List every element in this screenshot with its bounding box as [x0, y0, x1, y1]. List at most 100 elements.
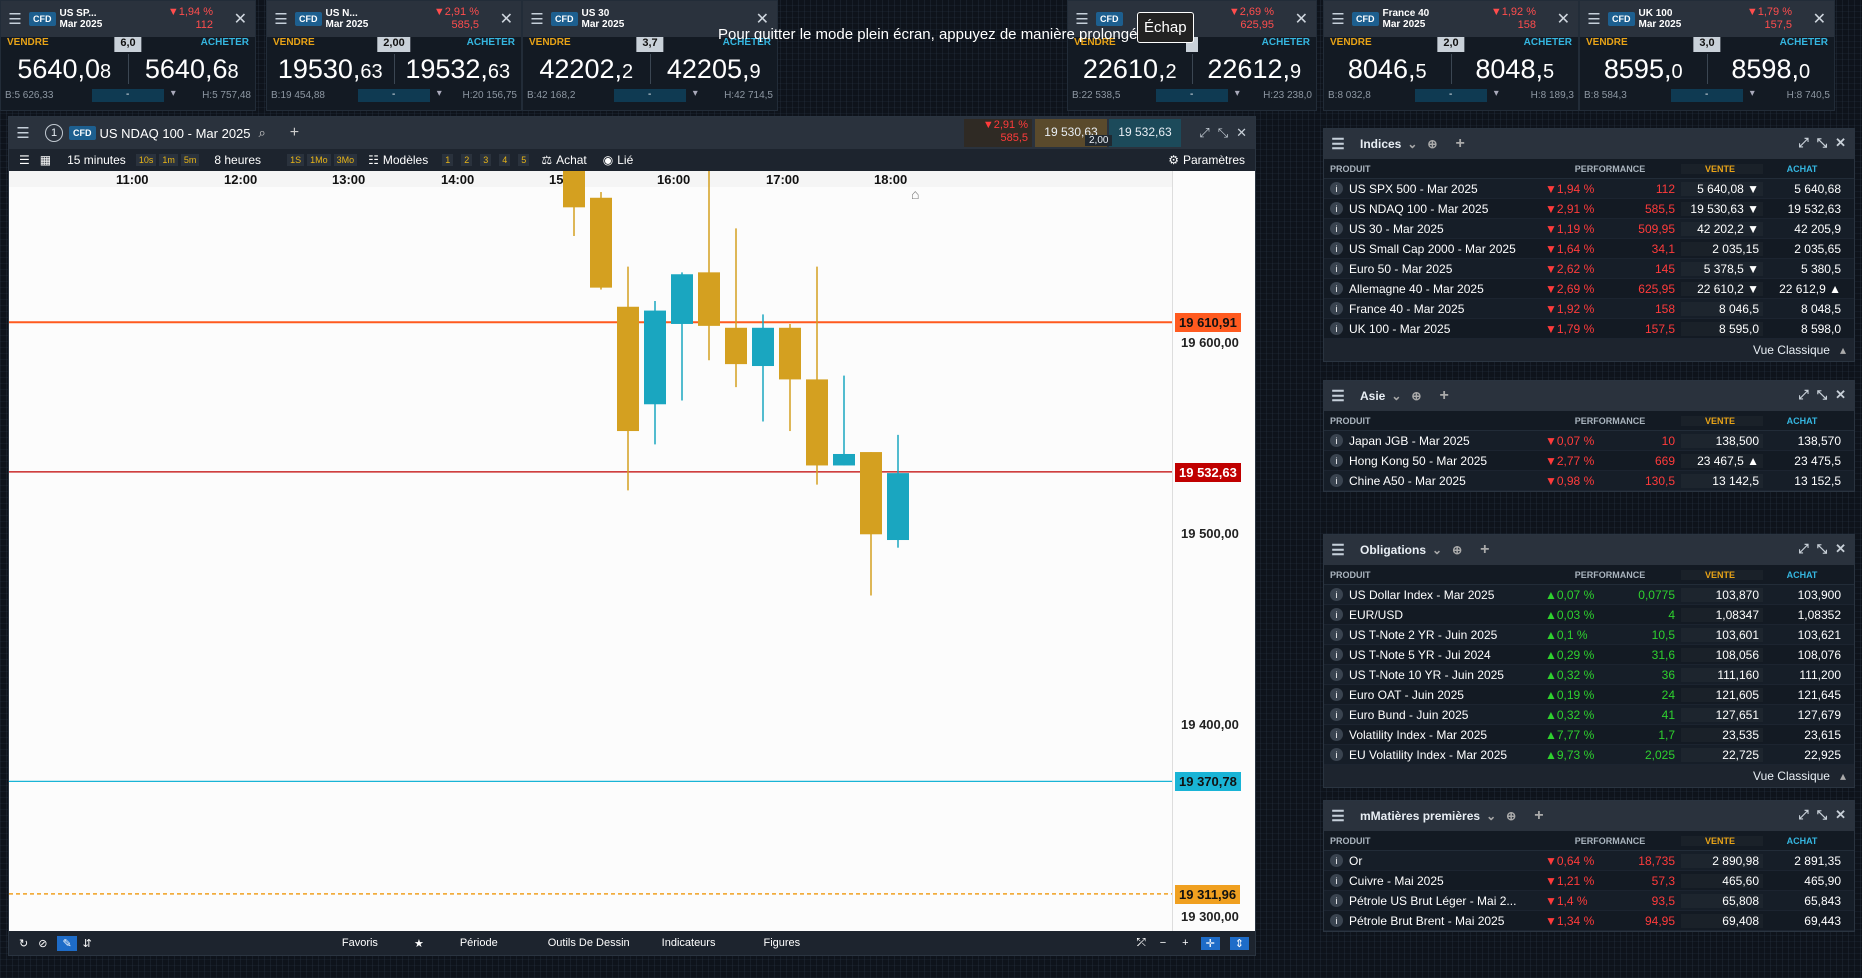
buy-price[interactable]: 111,200	[1799, 667, 1841, 682]
info-icon[interactable]: i	[1330, 854, 1343, 867]
list-item[interactable]: i US 30 - Mar 2025 ▼1,19 % 509,95 42 202,…	[1324, 219, 1854, 239]
menu-icon[interactable]: ☰	[1331, 136, 1345, 153]
close-icon[interactable]: ✕	[1835, 541, 1846, 556]
info-icon[interactable]: i	[1330, 222, 1343, 235]
panel-title[interactable]: mMatières premières	[1360, 809, 1481, 823]
menu-icon[interactable]: ☰	[1331, 808, 1345, 825]
sell-price[interactable]: 22,725	[1681, 748, 1763, 762]
list-item[interactable]: i Euro Bund - Juin 2025 ▲0,32 % 41 127,65…	[1324, 705, 1854, 725]
buy-price[interactable]: 465,90	[1804, 873, 1841, 888]
pencil-icon[interactable]: ✎	[57, 935, 77, 951]
close-icon[interactable]: ✕	[499, 11, 513, 28]
eye-icon[interactable]: ◉	[602, 153, 614, 167]
figures-button[interactable]: Figures	[763, 937, 801, 949]
buy-price[interactable]: 2 035,65	[1794, 241, 1841, 256]
buy-price[interactable]: 8048,5	[1475, 53, 1555, 84]
refresh-icon[interactable]: ↻	[19, 937, 29, 950]
list-item[interactable]: i Volatility Index - Mar 2025 ▲7,77 % 1,7…	[1324, 725, 1854, 745]
price-line-tag[interactable]: 19 311,96	[1175, 884, 1241, 904]
panel-title[interactable]: Obligations	[1360, 543, 1426, 557]
buy-price[interactable]: 121,645	[1797, 687, 1841, 702]
buy-price[interactable]: 8598,0	[1731, 53, 1811, 84]
classic-view-button[interactable]: Vue Classique	[1753, 343, 1830, 357]
list-item[interactable]: i EU Volatility Index - Mar 2025 ▲9,73 % …	[1324, 745, 1854, 765]
sell-price[interactable]: 42202,2	[539, 53, 634, 84]
info-icon[interactable]: i	[1330, 894, 1343, 907]
panel-title[interactable]: Asie	[1360, 389, 1386, 403]
close-icon[interactable]: ✕	[1835, 807, 1846, 822]
period-button[interactable]: Période	[459, 937, 498, 949]
buy-price[interactable]: 22 612,9 ▲	[1779, 281, 1841, 296]
favorites-button[interactable]: Favoris	[341, 937, 378, 949]
info-icon[interactable]: i	[1330, 628, 1343, 641]
menu-icon[interactable]: ☰	[274, 11, 288, 28]
indicators-button[interactable]: Indicateurs	[661, 937, 716, 949]
expand-icon[interactable]: ⤡	[1816, 387, 1828, 402]
close-icon[interactable]: ✕	[1294, 11, 1308, 28]
buy-price[interactable]: 13 152,5	[1794, 473, 1841, 488]
info-icon[interactable]: i	[1330, 302, 1343, 315]
grid-icon[interactable]: ▦	[39, 153, 52, 167]
chevron-down-icon[interactable]: ⌄	[1391, 389, 1402, 403]
menu-icon[interactable]: ☰	[530, 11, 544, 28]
sell-price[interactable]: 103,870	[1681, 588, 1763, 602]
info-icon[interactable]: i	[1330, 282, 1343, 295]
zoom-out-icon[interactable]: −	[1159, 937, 1167, 949]
add-icon[interactable]: +	[289, 124, 300, 141]
expand-icon[interactable]: ⤡	[1816, 135, 1828, 150]
info-icon[interactable]: i	[1330, 748, 1343, 761]
settings-icon[interactable]: ⚙	[1168, 153, 1179, 167]
info-icon[interactable]: i	[1330, 874, 1343, 887]
zoom-icon[interactable]: ⊕	[1506, 809, 1517, 823]
sell-price[interactable]: 127,651	[1681, 708, 1763, 722]
expand-icon[interactable]: ⤡	[1816, 541, 1828, 556]
market-tile[interactable]: ☰ CFD France 40 Mar 2025 ▼1,92 % 158 ✕ VEN…	[1323, 0, 1579, 111]
price-axis[interactable]: 19 610,91 19 532,63 19 370,78 19 311,96 19 6…	[1172, 171, 1255, 932]
models-button[interactable]: Modèles	[382, 153, 429, 167]
buy-price[interactable]: 103,621	[1797, 627, 1841, 642]
buy-icon[interactable]: ⚖	[541, 153, 553, 167]
menu-icon[interactable]: ☰	[1075, 11, 1089, 28]
interval-1m[interactable]: 1m	[159, 154, 178, 166]
buy-price[interactable]: 69,443	[1804, 913, 1841, 928]
list-item[interactable]: i US SPX 500 - Mar 2025 ▼1,94 % 112 5 640…	[1324, 179, 1854, 199]
settings-button[interactable]: Paramètres	[1182, 153, 1245, 167]
sell-price[interactable]: 111,160	[1681, 668, 1763, 682]
sell-price[interactable]: 1,08347	[1681, 608, 1763, 622]
close-icon[interactable]: ✕	[1835, 387, 1846, 402]
add-icon[interactable]: +	[1480, 541, 1490, 558]
list-item[interactable]: i EUR/USD ▲0,03 % 4 1,08347 1,08352	[1324, 605, 1854, 625]
sell-price[interactable]: 5 378,5 ▼	[1681, 262, 1763, 276]
menu-icon[interactable]: ☰	[8, 11, 22, 28]
menu-icon[interactable]: ☰	[16, 125, 30, 142]
list-item[interactable]: i Pétrole US Brut Léger - Mai 2... ▼1,4 %…	[1324, 891, 1854, 911]
sell-price[interactable]: 465,60	[1681, 874, 1763, 888]
buy-price[interactable]: 23 475,5	[1794, 453, 1841, 468]
linked-button[interactable]: Lié	[617, 153, 634, 167]
info-icon[interactable]: i	[1330, 322, 1343, 335]
list-item[interactable]: i Euro 50 - Mar 2025 ▼2,62 % 145 5 378,5 …	[1324, 259, 1854, 279]
buy-price[interactable]: 5640,68	[144, 53, 239, 84]
buy-price[interactable]: 1,08352	[1797, 607, 1841, 622]
sell-price[interactable]: 2 035,15	[1681, 242, 1763, 256]
add-icon[interactable]: +	[1534, 807, 1544, 824]
sell-price[interactable]: 13 142,5	[1681, 474, 1763, 488]
list-item[interactable]: i Japan JGB - Mar 2025 ▼0,07 % 10 138,500…	[1324, 431, 1854, 451]
market-tile[interactable]: ☰ CFD UK 100 Mar 2025 ▼1,79 % 157,5 ✕ VEND…	[1579, 0, 1835, 111]
list-item[interactable]: i US T-Note 2 YR - Juin 2025 ▲0,1 % 10,5 …	[1324, 625, 1854, 645]
sell-price[interactable]: 8595,0	[1603, 53, 1683, 84]
popout-icon[interactable]: ⤢	[1798, 387, 1809, 402]
buy-price[interactable]: 42 205,9	[1794, 221, 1841, 236]
buy-price[interactable]: 23,615	[1804, 727, 1841, 742]
zoom-icon[interactable]: ⊕	[1411, 389, 1422, 403]
layout-number-icon[interactable]: 1	[45, 124, 63, 142]
buy-price[interactable]: 42205,9	[666, 53, 761, 84]
sell-price[interactable]: 103,601	[1681, 628, 1763, 642]
quantity-input[interactable]: -	[91, 88, 176, 102]
close-icon[interactable]: ✕	[233, 11, 247, 28]
menu-icon[interactable]: ☰	[1331, 388, 1345, 405]
list-item[interactable]: i Euro OAT - Juin 2025 ▲0,19 % 24 121,605…	[1324, 685, 1854, 705]
interval-10s[interactable]: 10s	[135, 154, 157, 166]
info-icon[interactable]: i	[1330, 182, 1343, 195]
close-icon[interactable]: ✕	[1812, 11, 1826, 28]
